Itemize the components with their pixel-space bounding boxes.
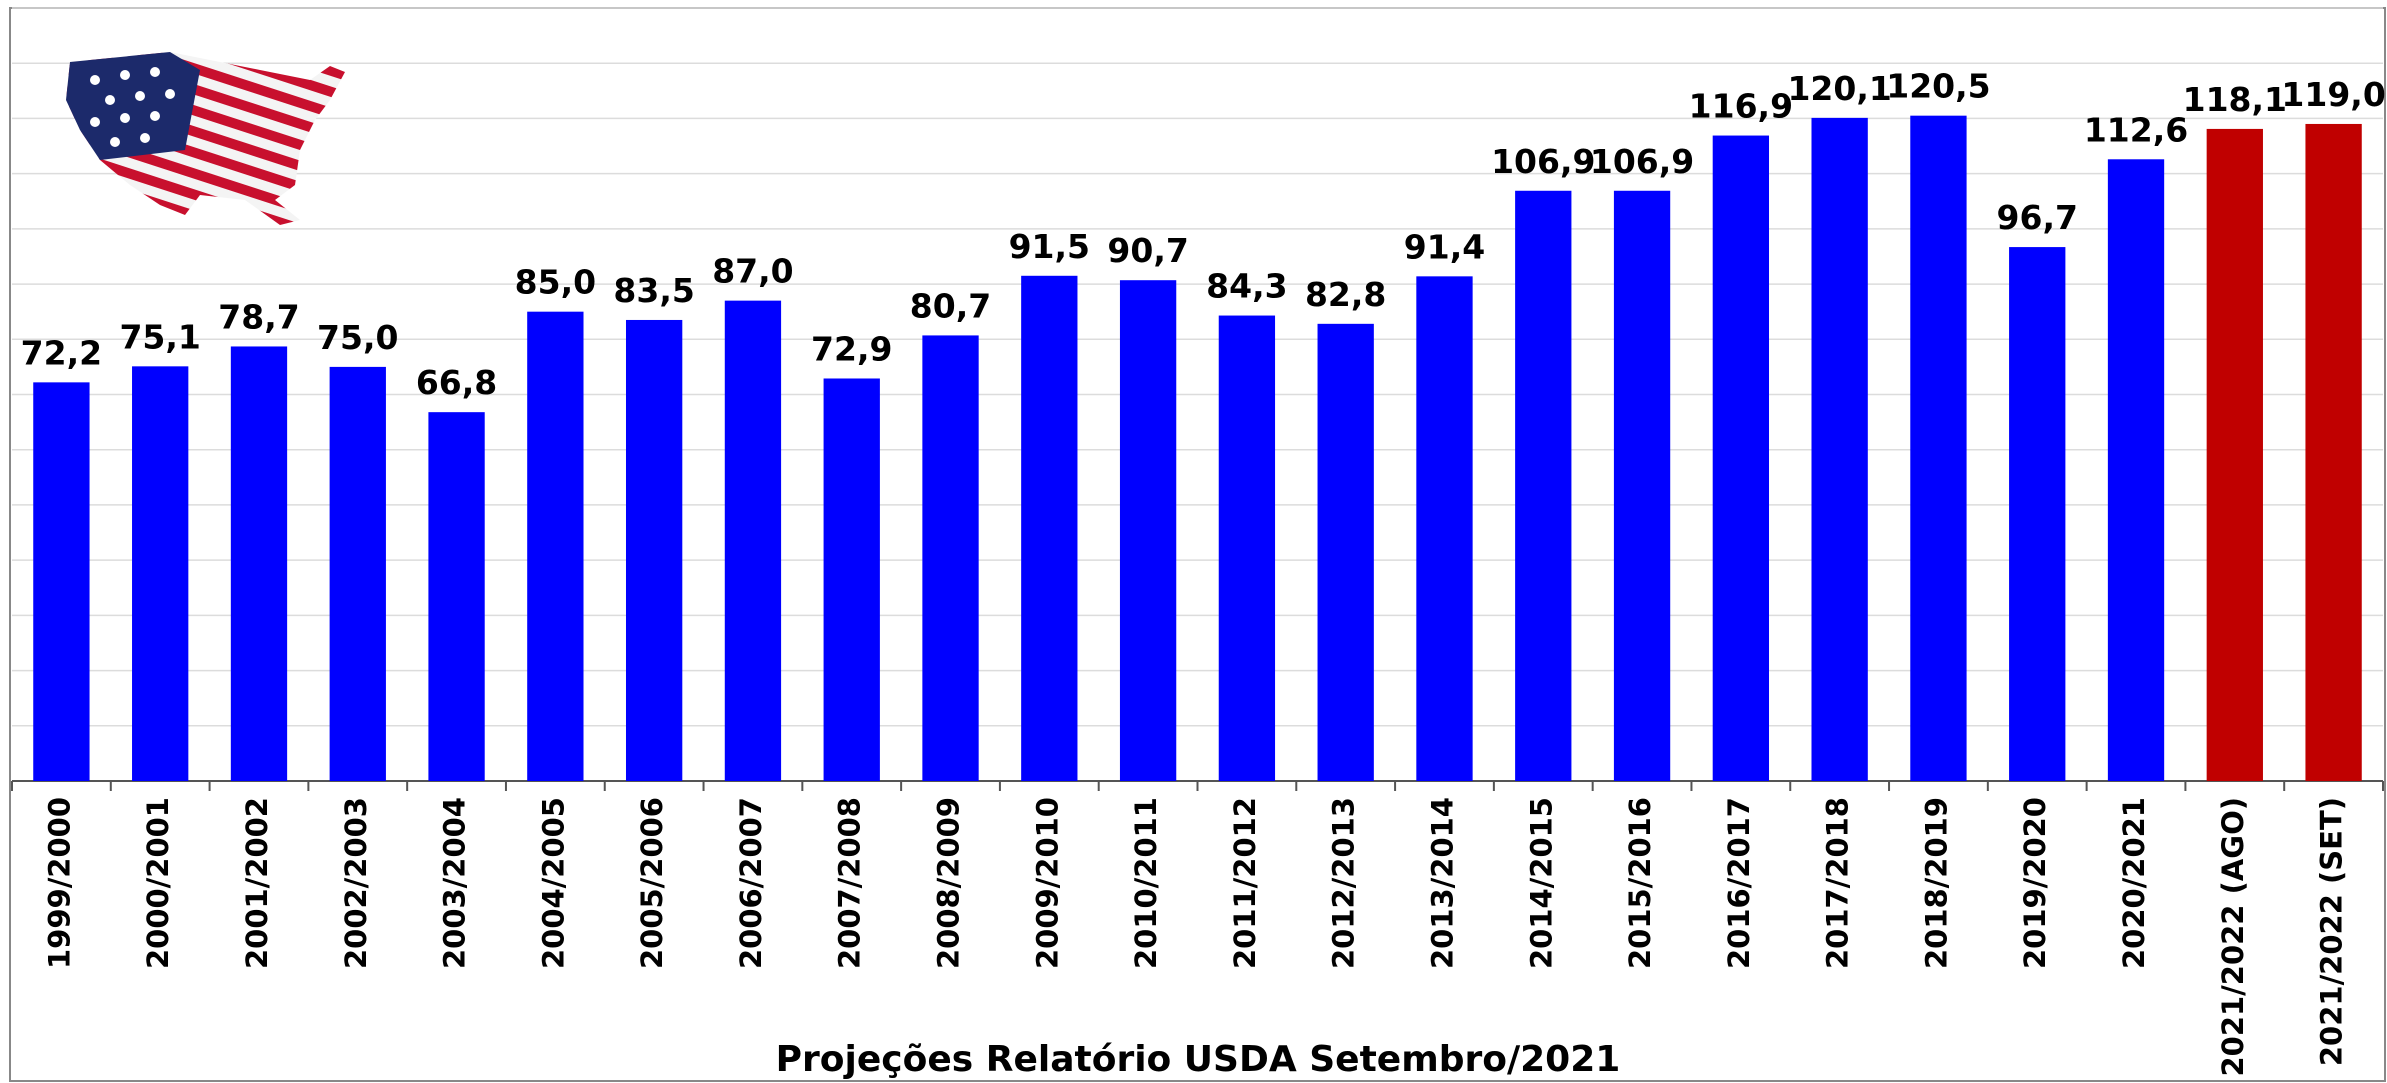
- x-tick-label: 2020/2021: [2117, 797, 2151, 969]
- bar: [1910, 115, 1967, 782]
- value-label: 72,9: [811, 329, 892, 368]
- bar: [1119, 280, 1177, 781]
- bar: [527, 311, 584, 781]
- x-tick-label: 2018/2019: [1919, 797, 1953, 969]
- bar: [922, 335, 979, 781]
- x-tick-label: 2021/2022 (SET): [2315, 797, 2349, 1066]
- x-tick-label: 2007/2008: [833, 797, 867, 969]
- value-label: 119,0: [2281, 75, 2385, 114]
- value-label: 116,9: [1689, 87, 1793, 126]
- bar: [1021, 275, 1078, 781]
- value-label: 80,7: [910, 286, 991, 325]
- x-tick-label: 2010/2011: [1129, 797, 1163, 969]
- x-tick-label: 2000/2001: [141, 797, 175, 969]
- chart-title: Projeções Relatório USDA Setembro/2021: [776, 1039, 1621, 1080]
- x-tick-label: 2001/2002: [240, 797, 274, 969]
- bar: [329, 366, 386, 781]
- x-tick-label: 2008/2009: [932, 797, 966, 969]
- value-label: 82,8: [1305, 275, 1386, 314]
- bar: [1811, 117, 1868, 782]
- bar: [625, 319, 683, 781]
- x-tick-label: 2015/2016: [1623, 797, 1657, 969]
- x-tick-label: 2014/2015: [1524, 797, 1558, 969]
- bar: [1712, 135, 1770, 782]
- value-label: 120,5: [1886, 67, 1990, 106]
- bar: [428, 412, 485, 781]
- value-label: 91,5: [1009, 227, 1090, 266]
- value-label: 66,8: [416, 363, 497, 402]
- bar: [230, 346, 288, 781]
- x-tick-label: 2012/2013: [1327, 797, 1361, 969]
- bar: [724, 300, 782, 781]
- x-tick-label: 2003/2004: [438, 797, 472, 969]
- x-tick-label: 2021/2022 (AGO): [2216, 797, 2250, 1077]
- value-label: 106,9: [1491, 142, 1595, 181]
- x-tick-label: 2004/2005: [536, 797, 570, 969]
- value-label: 112,6: [2084, 110, 2188, 149]
- x-tick-label: 2009/2010: [1030, 797, 1064, 969]
- bar: [823, 378, 880, 781]
- bar: [2009, 247, 2066, 781]
- x-tick-label: 2017/2018: [1821, 797, 1855, 969]
- bar: [1515, 190, 1572, 782]
- x-tick-label: 2005/2006: [635, 797, 669, 969]
- x-tick-label: 2016/2017: [1722, 797, 1756, 969]
- x-tick-label: 2011/2012: [1228, 797, 1262, 969]
- bar: [33, 382, 90, 781]
- value-label: 90,7: [1107, 231, 1188, 270]
- bar: [2305, 123, 2362, 781]
- value-label: 120,1: [1787, 69, 1891, 108]
- value-label: 75,1: [119, 317, 200, 356]
- value-label: 106,9: [1590, 142, 1694, 181]
- bar: [1613, 190, 1671, 782]
- value-label: 96,7: [1997, 198, 2078, 237]
- value-label: 87,0: [712, 252, 793, 291]
- value-label: 83,5: [613, 271, 694, 310]
- value-label: 91,4: [1404, 227, 1485, 266]
- value-label: 75,0: [317, 318, 398, 357]
- bar: [1416, 276, 1473, 781]
- value-label: 85,0: [515, 263, 596, 302]
- value-label: 84,3: [1206, 267, 1287, 306]
- x-tick-label: 2019/2020: [2018, 797, 2052, 969]
- bar: [1218, 315, 1276, 781]
- bar: [132, 366, 189, 781]
- value-label: 72,2: [21, 333, 102, 372]
- bar: [2107, 159, 2165, 782]
- flag-map: [66, 52, 345, 225]
- bar: [1317, 323, 1374, 781]
- value-label: 118,1: [2183, 80, 2287, 119]
- x-tick-label: 2006/2007: [734, 797, 768, 969]
- x-tick-label: 2002/2003: [339, 797, 373, 969]
- x-tick-label: 1999/2000: [42, 797, 76, 969]
- bar: [2206, 128, 2263, 781]
- value-label: 78,7: [218, 297, 299, 336]
- x-tick-label: 2013/2014: [1425, 797, 1459, 969]
